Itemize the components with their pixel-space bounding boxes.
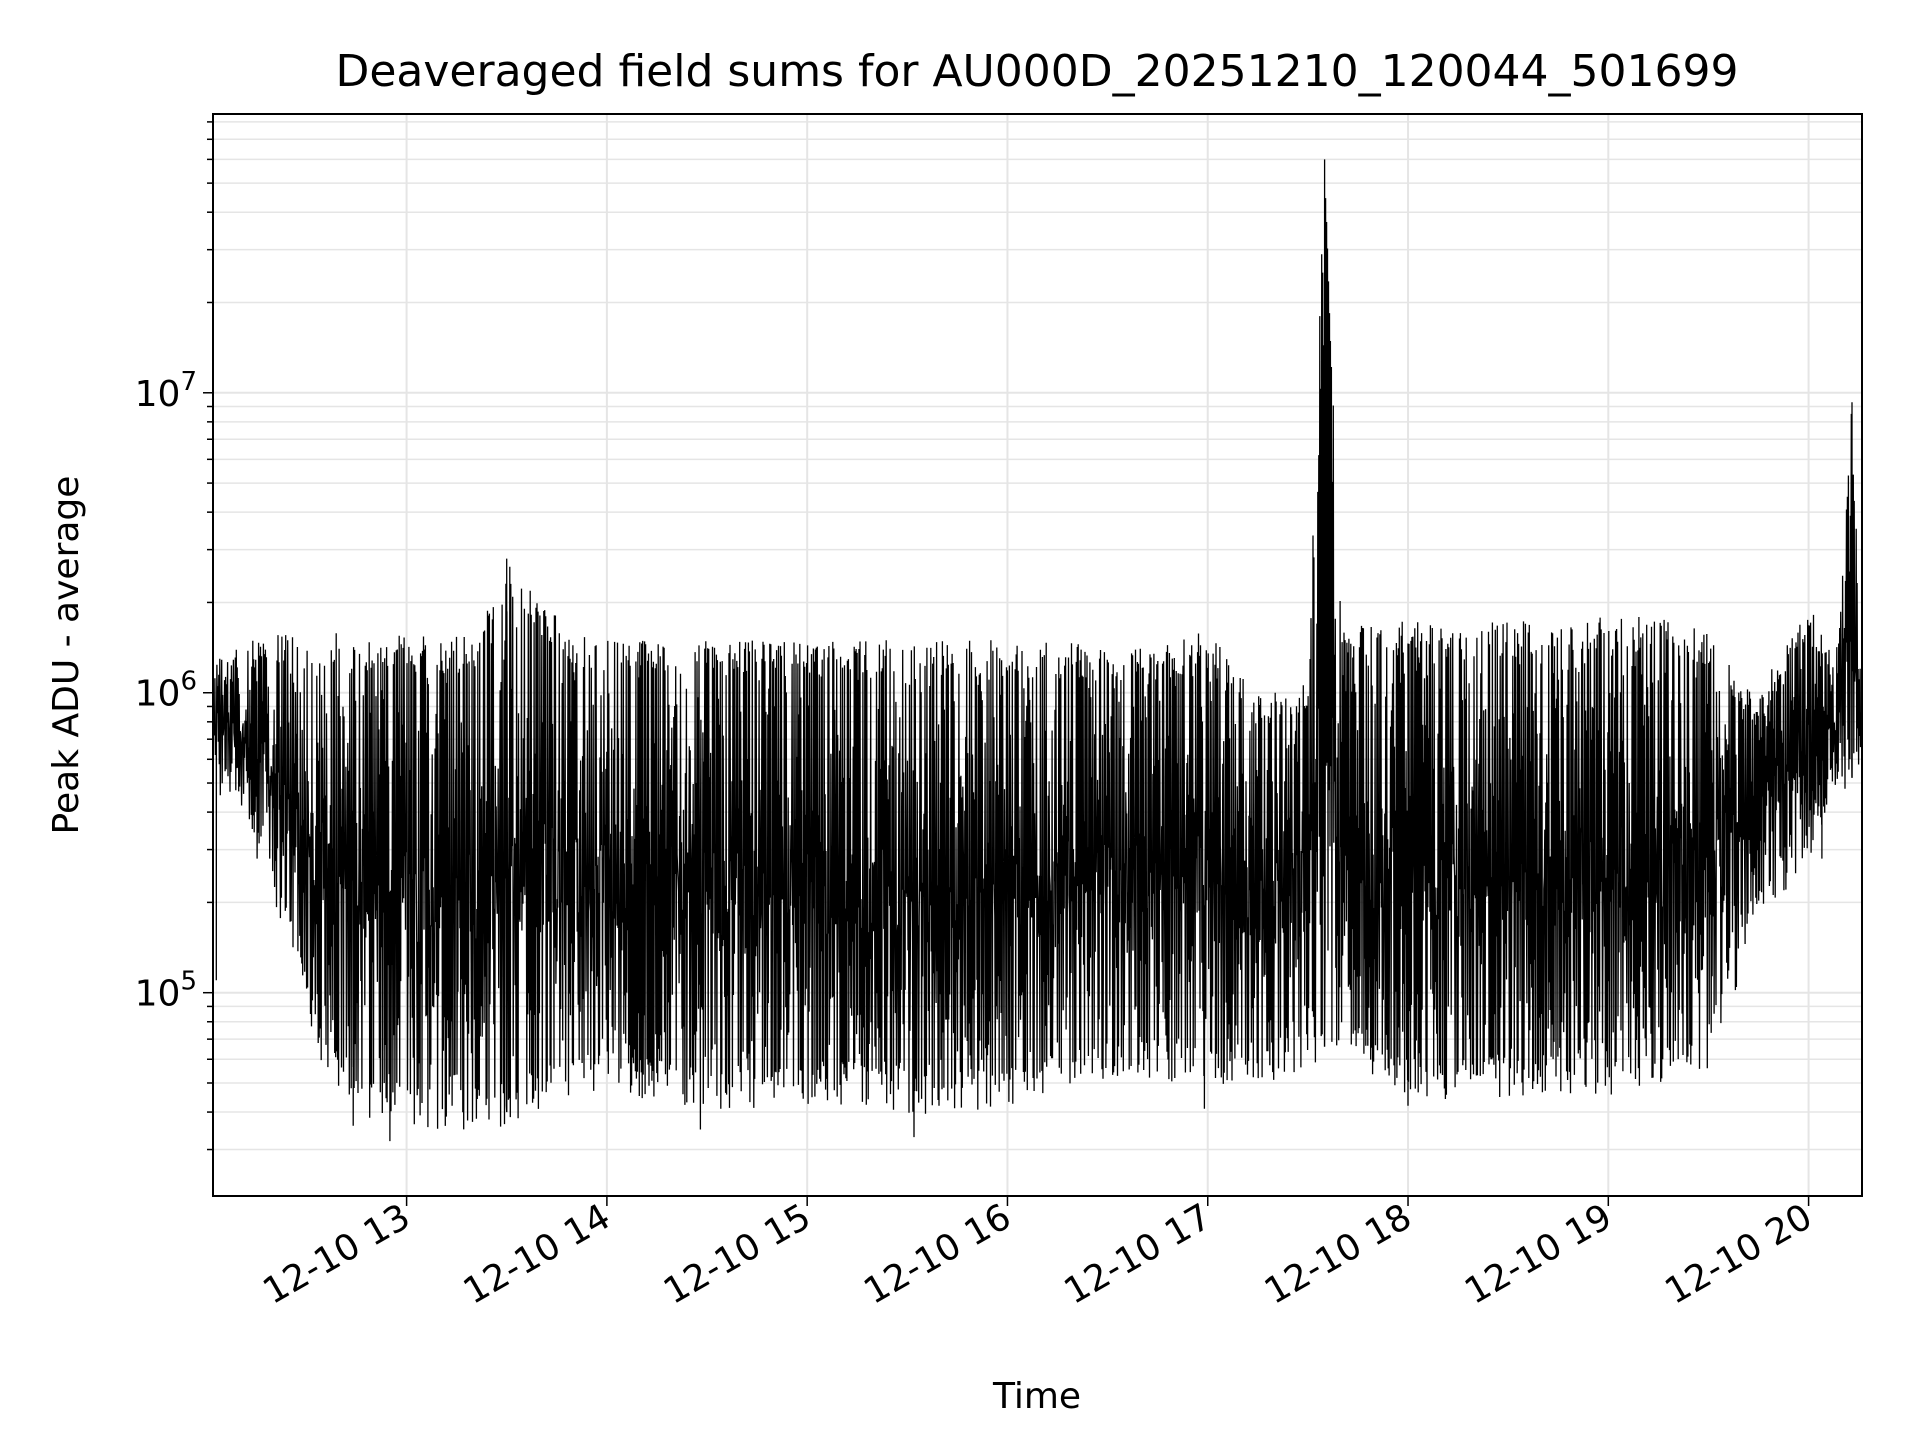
chart-title: Deaveraged field sums for AU000D_2025121… [335,46,1738,97]
x-tick-label: 12-10 16 [857,1196,1018,1312]
x-tick-label: 12-10 19 [1458,1196,1619,1312]
x-axis-label: Time [992,1376,1081,1417]
plot-frame [212,113,1863,1197]
peak-adu-series-line [212,159,1863,1142]
x-tick-label: 12-10 20 [1658,1196,1819,1312]
x-tick-label: 12-10 18 [1258,1196,1419,1312]
y-tick-label: 105 [135,967,197,1015]
y-axis-label: Peak ADU - average [46,476,87,835]
y-tick-label: 107 [135,367,197,415]
x-tick-label: 12-10 17 [1058,1196,1219,1312]
x-tick-label: 12-10 15 [657,1196,818,1312]
x-tick-label: 12-10 13 [256,1196,417,1312]
data-series [212,159,1863,1142]
x-tick-label: 12-10 14 [457,1196,618,1312]
y-tick-label: 106 [135,667,197,715]
